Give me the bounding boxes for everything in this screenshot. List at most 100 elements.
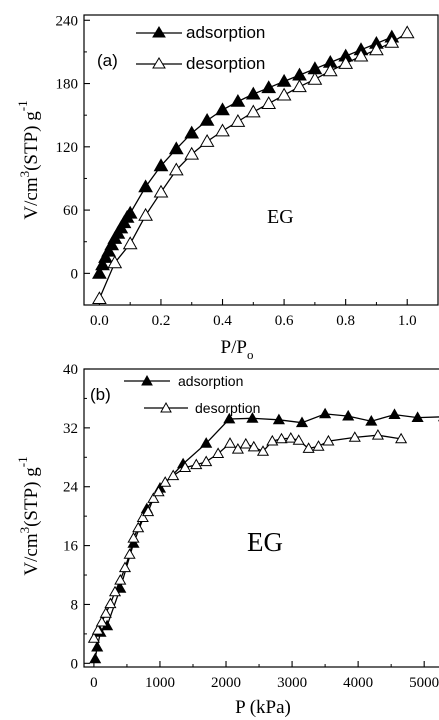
data-point-adsorption [138,179,153,193]
data-point-desorption [107,255,123,269]
data-point-adsorption [215,102,230,116]
data-point-adsorption [342,409,355,421]
x-tick-label: 0.4 [213,313,232,329]
data-point-adsorption [122,205,138,219]
data-point-desorption [153,184,169,198]
data-point-adsorption [168,141,184,155]
data-point-adsorption [272,413,285,425]
data-point-desorption [152,485,165,497]
data-point-adsorption [199,112,215,126]
plot-frame-b [83,368,439,668]
data-point-desorption [384,34,400,48]
x-axis-ticks-b: 0 1000 2000 3000 4000 5000 [90,661,439,691]
x-tick-label: 0.6 [275,313,294,329]
x-axis-label-b: P (kPa) [235,697,291,718]
data-point-desorption [247,440,260,452]
x-tick-label: 1000 [145,675,175,691]
y-axis-ticks-a: 0 60 120 180 240 [56,13,90,282]
data-point-desorption [108,585,122,597]
y-tick-label: 24 [63,480,79,496]
data-point-desorption [87,632,100,643]
data-point-adsorption [92,265,107,279]
data-point-desorption [122,236,138,250]
data-point-adsorption [101,243,116,257]
y-tick-label: 16 [63,539,79,555]
series-desorption-a [92,25,415,304]
data-point-desorption [312,440,325,451]
y-tick-label: 60 [63,203,78,219]
data-point-desorption [230,113,246,127]
data-point-adsorption [261,80,277,94]
data-point-desorption [322,63,338,77]
data-point-adsorption [91,640,104,652]
legend-a: adsorption desorption [136,23,265,73]
data-point-desorption [199,133,215,147]
legend-marker-adsorption-a [152,26,166,38]
data-point-desorption [348,431,361,442]
plot-frame-a [83,14,439,306]
data-point-adsorption [223,412,236,424]
x-tick-label: 1.0 [398,313,417,329]
data-point-adsorption [200,437,213,448]
data-point-desorption [95,615,108,627]
data-point-adsorption [388,408,401,419]
data-point-desorption [147,492,160,503]
y-tick-label: 0 [71,656,79,672]
panel-label-b: (b) [90,385,111,404]
x-tick-label: 2000 [211,675,241,691]
data-point-desorption [275,432,288,444]
legend-label-desorption-b: desorption [195,400,260,416]
data-point-desorption [371,428,384,440]
panel-b: 0 1000 2000 3000 4000 5000 0 8 16 24 32 40 (b) ads… [15,362,439,718]
data-point-adsorption [104,237,120,251]
data-point-desorption [338,55,354,69]
y-tick-label: 40 [63,362,78,378]
data-point-desorption [284,431,297,443]
x-tick-label: 4000 [343,675,373,691]
x-tick-label: 3000 [277,675,307,691]
data-point-desorption [395,432,408,444]
data-point-desorption [369,42,384,56]
x-axis-label-a: P/Po [221,337,254,362]
data-point-desorption [123,548,136,559]
y-axis-label-b: V/cm3(STP) g-1 [15,456,42,575]
data-point-adsorption [365,414,378,426]
data-point-desorption [322,434,335,446]
x-tick-label: 0.2 [152,313,171,329]
x-tick-label: 0 [90,675,98,691]
y-tick-label: 0 [71,266,79,282]
data-point-desorption [136,511,149,522]
data-point-desorption [245,104,261,118]
data-point-desorption [114,573,127,585]
data-point-desorption [266,434,279,446]
x-tick-label: 0.8 [336,313,355,329]
y-tick-label: 8 [71,597,79,613]
data-point-desorption [239,437,252,449]
x-tick-label: 5000 [409,675,439,691]
series-line-adsorption [94,413,439,660]
data-point-desorption [138,207,153,221]
sample-annotation-a: EG [267,206,294,228]
data-point-adsorption [411,411,424,422]
data-point-desorption [104,597,117,609]
y-tick-label: 32 [63,421,78,437]
y-tick-label: 180 [56,77,79,93]
y-tick-label: 120 [56,140,79,156]
legend-label-desorption-a: desorption [186,54,265,73]
legend-label-adsorption-b: adsorption [178,373,243,389]
data-point-adsorption [292,67,307,81]
y-axis-ticks-b: 0 8 16 24 32 40 [63,362,90,672]
data-point-adsorption [127,537,140,548]
data-point-adsorption [95,257,110,271]
data-point-desorption [200,455,213,467]
data-point-desorption [99,607,112,618]
data-point-desorption [184,146,200,160]
panel-a: 0.0 0.2 0.4 0.6 0.8 1.0 0 60 120 180 240 (a) adso… [15,13,439,362]
data-point-desorption [256,445,270,456]
data-point-desorption [127,531,140,543]
legend-b: adsorption desorption [124,373,260,416]
data-point-adsorption [295,416,309,428]
data-point-desorption [292,434,305,445]
data-point-desorption [167,469,180,481]
data-point-desorption [231,442,244,454]
